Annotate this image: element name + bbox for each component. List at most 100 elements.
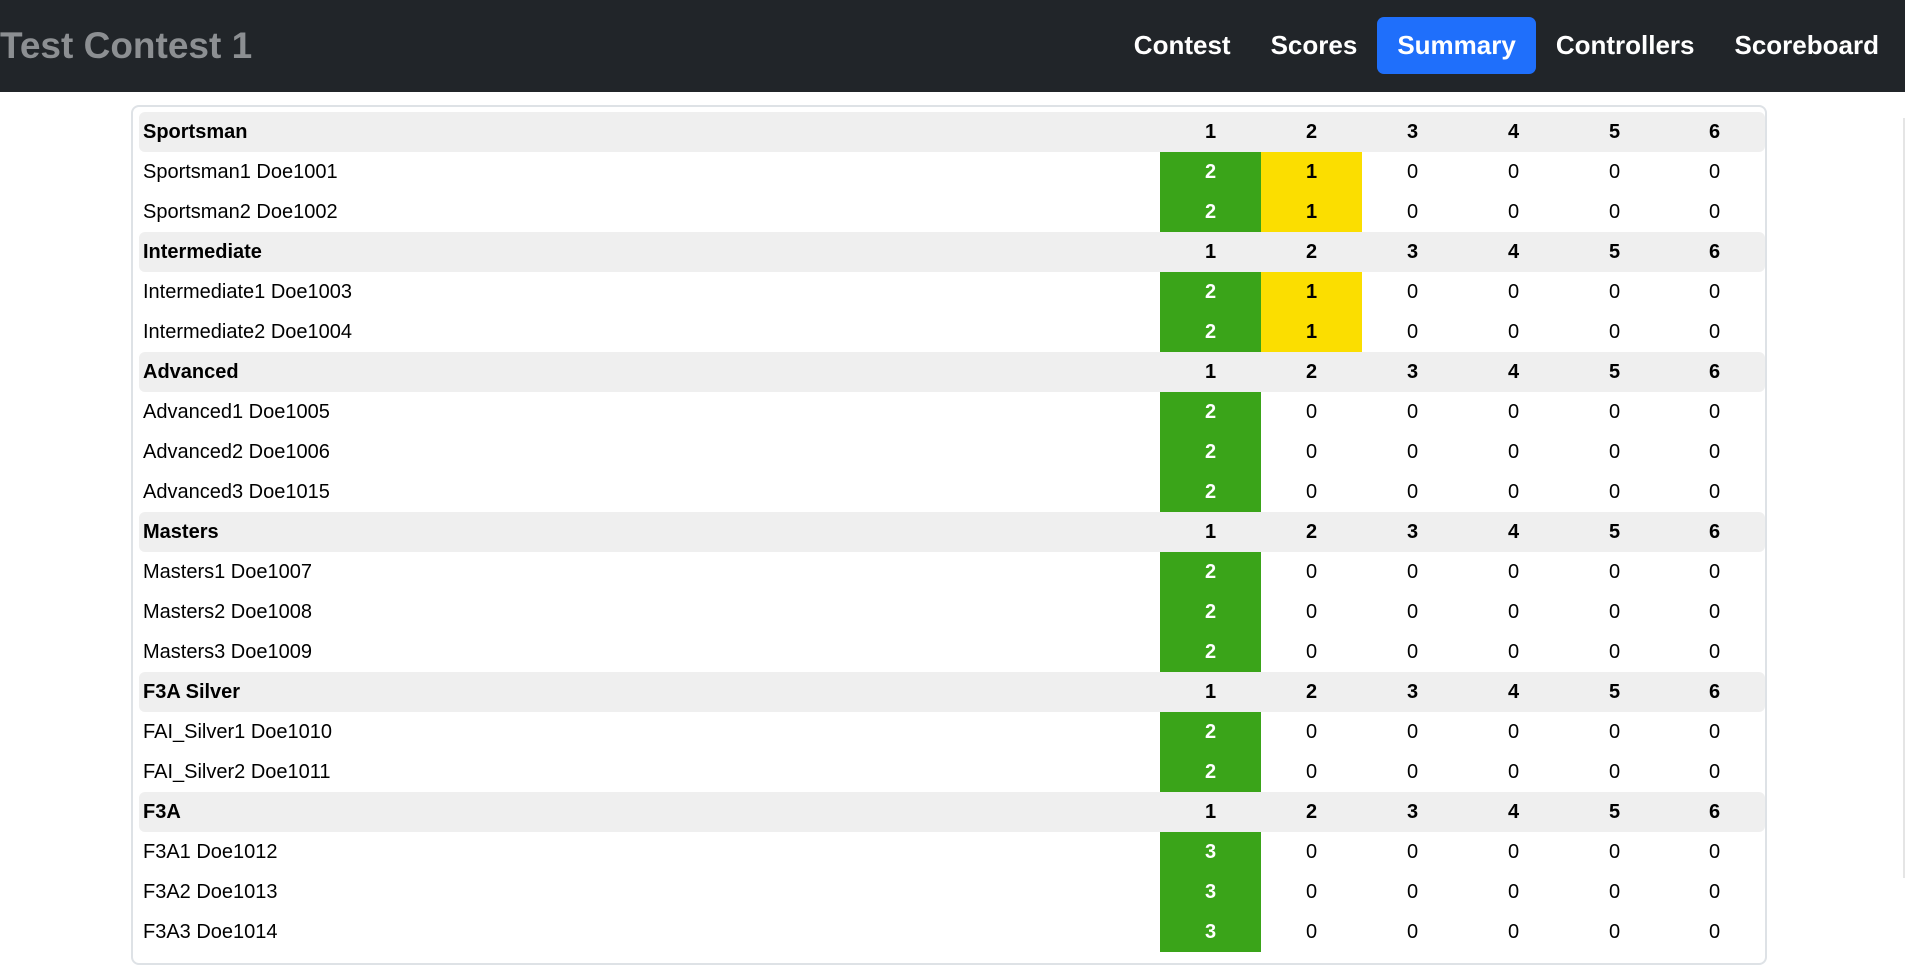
score-cell: 0 [1708,601,1721,623]
score-cell: 0 [1608,401,1621,423]
score-cell: 0 [1608,561,1621,583]
score-cell: 0 [1708,401,1721,423]
pilot-row: FAI_Silver1 Doe1010 2 0 0 0 0 0 [139,712,1765,752]
score-cell: 0 [1406,601,1419,623]
score-cell: 0 [1708,201,1721,223]
score-cell: 2 [1160,392,1261,432]
pilot-name: Masters1 Doe1007 [143,561,312,583]
pilot-row: F3A3 Doe1014 3 0 0 0 0 0 [139,912,1765,952]
pilot-row: Sportsman1 Doe1001 2 1 0 0 0 0 [139,152,1765,192]
pilot-name: FAI_Silver1 Doe1010 [143,721,333,743]
score-cell: 2 [1160,272,1261,312]
column-header: 6 [1708,361,1721,383]
score-cell: 0 [1305,441,1318,463]
pilot-row: Advanced1 Doe1005 2 0 0 0 0 0 [139,392,1765,432]
score-cell: 0 [1406,761,1419,783]
score-cell: 0 [1305,841,1318,863]
score-cell: 0 [1305,921,1318,943]
score-cell: 2 [1160,752,1261,792]
score-cell: 0 [1608,921,1621,943]
nav-controllers[interactable]: Controllers [1555,30,1695,60]
score-cell: 0 [1708,641,1721,663]
score-cell: 0 [1507,921,1520,943]
score-cell: 2 [1160,712,1261,752]
score-cell: 0 [1608,441,1621,463]
pilot-name: Masters2 Doe1008 [143,601,312,623]
score-cell: 0 [1507,201,1520,223]
column-header: 3 [1406,681,1419,703]
pilot-row: Masters2 Doe1008 2 0 0 0 0 0 [139,592,1765,632]
column-header: 5 [1608,241,1621,263]
nav-scoreboard[interactable]: Scoreboard [1734,30,1880,60]
column-header: 5 [1608,521,1621,543]
contest-title[interactable]: Test Contest 1 [0,25,253,66]
column-header: 2 [1305,521,1318,543]
score-cell: 1 [1261,312,1362,352]
pilot-name: F3A2 Doe1013 [143,881,278,903]
column-header: 4 [1507,121,1520,143]
column-header: 4 [1507,801,1520,823]
column-header: 6 [1708,801,1721,823]
pilot-name: Intermediate1 Doe1003 [143,281,353,303]
nav-summary[interactable]: Summary [1377,17,1536,74]
score-cell: 0 [1507,401,1520,423]
pilot-row: Intermediate2 Doe1004 2 1 0 0 0 0 [139,312,1765,352]
score-cell: 0 [1406,561,1419,583]
column-header: 2 [1305,121,1318,143]
score-cell: 0 [1507,841,1520,863]
score-cell: 0 [1708,441,1721,463]
pilot-row: Sportsman2 Doe1002 2 1 0 0 0 0 [139,192,1765,232]
score-cell: 3 [1160,832,1261,872]
summary-card: Sportsman 1 2 3 4 5 6 Sportsman1 Doe1001 2 1 0 0 0 0 S… [131,105,1767,965]
score-cell: 0 [1608,641,1621,663]
score-cell: 0 [1708,881,1721,903]
pilot-name: Masters3 Doe1009 [143,641,312,663]
scrollbar-track[interactable] [1903,118,1905,878]
score-cell: 0 [1406,841,1419,863]
score-cell: 0 [1507,481,1520,503]
score-cell: 1 [1261,152,1362,192]
pilot-row: Advanced2 Doe1006 2 0 0 0 0 0 [139,432,1765,472]
column-header: 5 [1608,801,1621,823]
column-header: 6 [1708,241,1721,263]
column-header: 6 [1708,121,1721,143]
score-cell: 0 [1406,281,1419,303]
class-name: Sportsman [143,121,248,143]
nav-scores[interactable]: Scores [1270,30,1358,60]
score-cell: 0 [1608,161,1621,183]
score-cell: 1 [1261,272,1362,312]
pilot-row: Intermediate1 Doe1003 2 1 0 0 0 0 [139,272,1765,312]
score-cell: 3 [1160,872,1261,912]
score-cell: 0 [1507,281,1520,303]
score-cell: 0 [1608,881,1621,903]
nav-menu: Contest Scores Summary Controllers Score… [1114,17,1899,74]
score-cell: 0 [1708,841,1721,863]
column-header: 1 [1204,681,1217,703]
score-cell: 0 [1305,641,1318,663]
column-header: 2 [1305,801,1318,823]
top-navbar: Test Contest 1 Contest Scores Summary Co… [0,0,1905,92]
nav-contest[interactable]: Contest [1133,30,1231,60]
column-header: 1 [1204,521,1217,543]
score-cell: 0 [1507,641,1520,663]
class-header-row: F3A 1 2 3 4 5 6 [139,792,1765,832]
column-header: 2 [1305,241,1318,263]
column-header: 4 [1507,241,1520,263]
pilot-row: Masters1 Doe1007 2 0 0 0 0 0 [139,552,1765,592]
score-cell: 0 [1708,761,1721,783]
column-header: 3 [1406,801,1419,823]
column-header: 5 [1608,361,1621,383]
score-cell: 0 [1608,601,1621,623]
score-cell: 0 [1507,321,1520,343]
column-header: 4 [1507,521,1520,543]
class-name: Advanced [143,361,239,383]
score-cell: 0 [1608,281,1621,303]
score-cell: 0 [1305,761,1318,783]
score-cell: 2 [1160,192,1261,232]
pilot-name: Sportsman1 Doe1001 [143,161,338,183]
pilot-row: F3A1 Doe1012 3 0 0 0 0 0 [139,832,1765,872]
score-cell: 0 [1406,921,1419,943]
pilot-row: Advanced3 Doe1015 2 0 0 0 0 0 [139,472,1765,512]
score-cell: 0 [1406,641,1419,663]
class-name: F3A [143,801,181,823]
